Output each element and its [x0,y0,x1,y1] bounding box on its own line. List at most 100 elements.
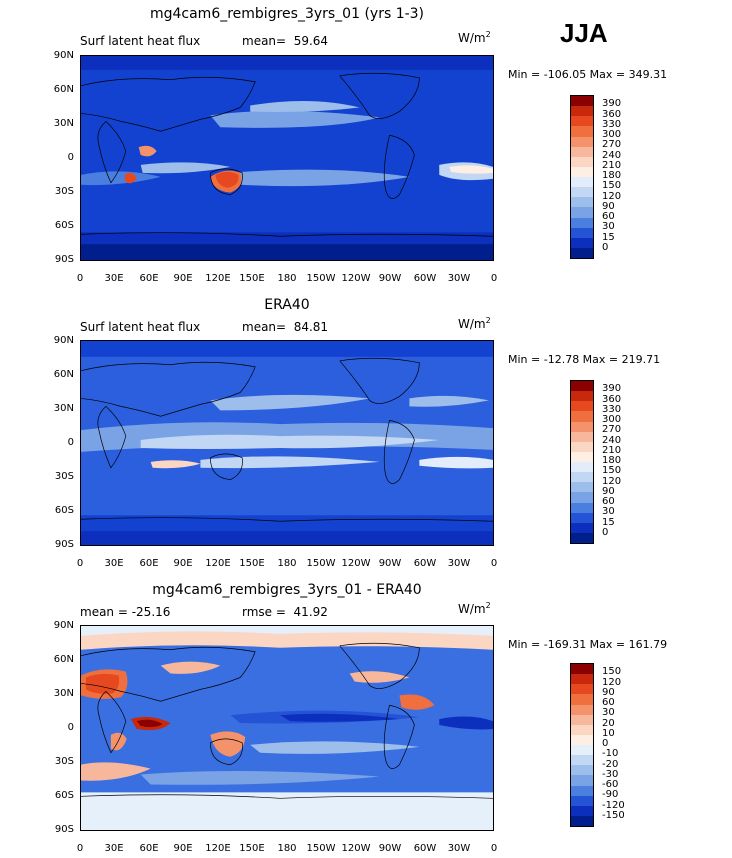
colorbar-swatch [571,684,593,695]
colorbar [570,95,594,259]
colorbar-label: 360 [602,108,622,120]
lat-tick: 30N [53,118,74,129]
lon-tick: 90E [173,558,193,569]
colorbar-label: 390 [602,98,622,110]
map-field [81,626,493,830]
units-label: W/m2 [458,316,491,331]
colorbar-swatch [571,247,593,258]
colorbar-swatch [571,664,593,675]
colorbar-swatch [571,815,593,826]
lat-tick: 0 [67,722,74,733]
lat-tick: 60S [54,505,74,516]
colorbar-label: 120 [602,475,622,487]
colorbar-label: 390 [602,383,622,395]
lon-tick: 120W [341,273,371,284]
colorbar-label: 270 [602,424,622,436]
colorbar-label: -30 [602,768,619,780]
colorbar-swatch [571,745,593,756]
lon-tick: 150E [239,558,265,569]
colorbar-label: 300 [602,414,622,425]
colorbar-swatch [571,106,593,117]
colorbar-swatch [571,785,593,796]
colorbar-label: -60 [602,779,619,790]
colorbar-swatch [571,421,593,432]
variable-label: Surf latent heat flux [80,320,201,334]
colorbar-label: 90 [602,485,615,497]
colorbar-swatch [571,116,593,127]
colorbar-swatch [571,187,593,198]
colorbar-swatch [571,765,593,776]
panel-title: mg4cam6_rembigres_3yrs_01 (yrs 1-3) [149,6,425,22]
colorbar-swatch [571,146,593,157]
lon-tick: 150W [306,558,336,569]
colorbar-label: 10 [602,727,615,739]
lon-tick: 120E [205,273,231,284]
colorbar-label: 150 [602,666,622,678]
colorbar-swatch [571,482,593,493]
colorbar-label: 150 [602,180,622,192]
colorbar-swatch [571,714,593,725]
colorbar-label: 330 [602,403,622,415]
colorbar-swatch [571,472,593,483]
map-field [81,56,493,260]
colorbar-label: 300 [602,129,622,140]
lon-tick: 60E [139,843,159,854]
lat-tick: 90S [54,539,74,550]
colorbar-swatch [571,96,593,107]
colorbar-label: 360 [602,393,622,405]
lon-tick: 0 [76,558,84,569]
colorbar-swatch [571,227,593,238]
colorbar-label: -20 [602,758,619,770]
mean-label: mean = -25.16 [80,605,171,619]
colorbar-swatch [571,462,593,473]
lon-tick: 0 [490,558,498,569]
lon-tick: 120E [205,843,231,854]
lon-tick: 90E [173,843,193,854]
lat-tick: 60S [54,790,74,801]
lat-tick: 90S [54,254,74,265]
colorbar-label: 120 [602,190,622,202]
colorbar-swatch [571,441,593,452]
colorbar-swatch [571,674,593,685]
min-max-label: Min = -12.78 Max = 219.71 [508,353,661,366]
colorbar-label: 15 [602,516,615,528]
colorbar-label: 240 [602,434,622,446]
colorbar-label: -90 [602,789,619,801]
colorbar-label: 30 [602,506,615,518]
colorbar-swatch [571,775,593,786]
panel-title: ERA40 [264,297,310,313]
lat-tick: 60S [54,220,74,231]
lon-tick: 90E [173,273,193,284]
colorbar-swatch [571,207,593,218]
lat-tick: 90S [54,824,74,835]
lat-tick: 60N [53,654,74,665]
colorbar-label: 270 [602,139,622,151]
colorbar-swatch [571,136,593,147]
lat-tick: 0 [67,437,74,448]
lon-tick: 180 [277,273,297,284]
lon-tick: 90W [378,843,402,854]
colorbar-swatch [571,217,593,228]
variable-label: Surf latent heat flux [80,34,201,48]
colorbar-swatch [571,755,593,766]
colorbar-label: 60 [602,697,615,708]
colorbar-swatch [571,411,593,422]
lon-tick: 90W [378,558,402,569]
map-field [81,341,493,545]
colorbar-swatch [571,177,593,188]
colorbar-label: 120 [602,676,622,688]
lon-tick: 120W [341,843,371,854]
rmse-label: rmse = 41.92 [242,605,328,619]
colorbar-swatch [571,391,593,402]
colorbar-label: 90 [602,686,615,698]
mean-label: mean= 84.81 [242,320,329,334]
colorbar-swatch [571,431,593,442]
lon-tick: 30W [447,558,471,569]
colorbar-label: 30 [602,221,615,233]
lon-tick: 120W [341,558,371,569]
lon-tick: 30E [104,273,124,284]
lon-tick: 60E [139,558,159,569]
colorbar-label: 60 [602,211,615,222]
colorbar-label: 0 [602,526,609,538]
colorbar-label: 150 [602,465,622,477]
